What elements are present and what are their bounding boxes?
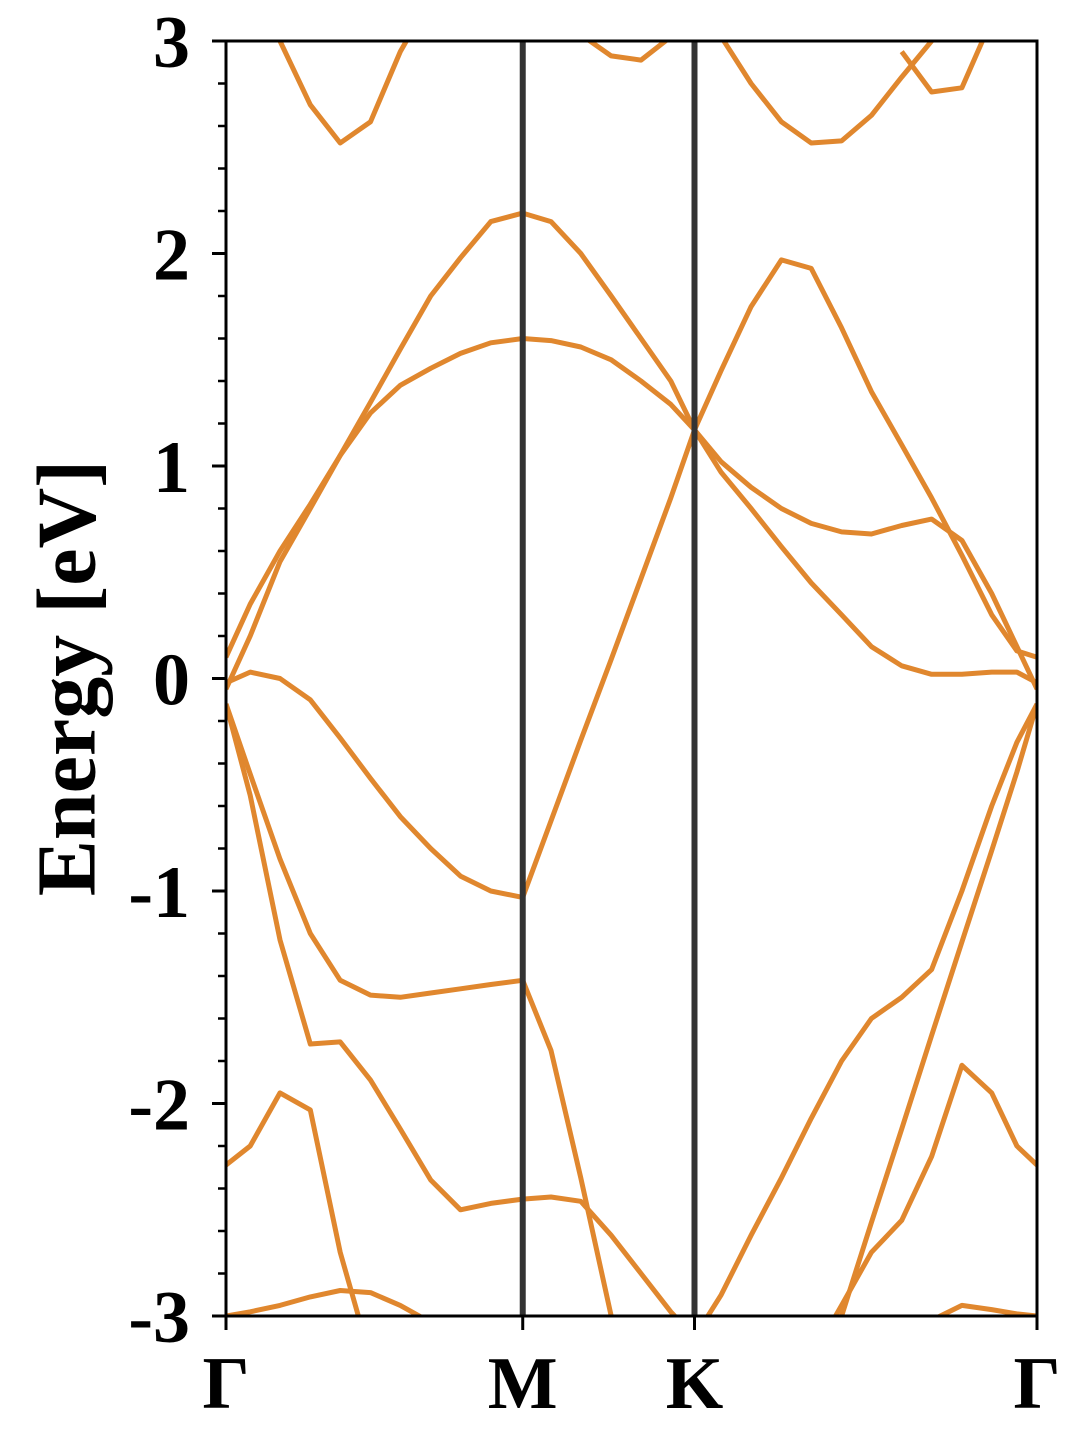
band-line (585, 41, 670, 63)
band-line (934, 1302, 1037, 1316)
band-line (720, 41, 935, 146)
band-line (226, 210, 1037, 691)
band-line (226, 703, 614, 1316)
y-tick-label: -1 (128, 852, 190, 934)
band-line (226, 1288, 425, 1316)
y-axis-label: Energy [eV] (20, 460, 113, 896)
band-line (226, 1090, 361, 1316)
y-tick-label: -3 (128, 1277, 190, 1359)
y-tick-label: -2 (128, 1065, 190, 1147)
plot-frame (224, 39, 1039, 1318)
x-tick-label: K (666, 1343, 724, 1425)
y-tick-label: 1 (153, 427, 190, 509)
y-tick-label: 3 (153, 2, 190, 84)
x-tick-label: Γ (202, 1343, 249, 1425)
band-line (704, 702, 1037, 1316)
band-line (226, 257, 1037, 900)
band-line (899, 41, 986, 95)
x-tick-label: Γ (1013, 1343, 1060, 1425)
y-tick-label: 2 (153, 215, 190, 297)
x-tick-label: M (488, 1343, 558, 1425)
band-line (277, 41, 410, 146)
y-tick-label: 0 (153, 640, 190, 722)
band-line (226, 336, 1037, 691)
bands (226, 41, 1037, 1316)
band-line (226, 703, 679, 1316)
band-line (839, 703, 1037, 1316)
